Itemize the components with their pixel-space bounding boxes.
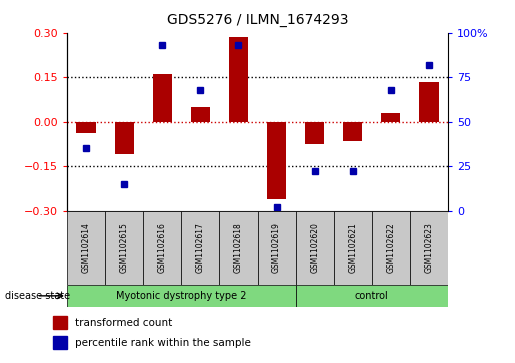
- Text: GSM1102614: GSM1102614: [81, 222, 91, 273]
- Bar: [67, 211, 105, 285]
- Bar: [114, 122, 134, 154]
- Text: GSM1102618: GSM1102618: [234, 223, 243, 273]
- Bar: [219, 211, 258, 285]
- Bar: [419, 82, 439, 122]
- Text: GSM1102616: GSM1102616: [158, 222, 167, 273]
- Text: Myotonic dystrophy type 2: Myotonic dystrophy type 2: [116, 291, 247, 301]
- Bar: [181, 211, 219, 285]
- Bar: [229, 37, 248, 122]
- Text: GSM1102621: GSM1102621: [348, 223, 357, 273]
- Text: GSM1102623: GSM1102623: [424, 222, 434, 273]
- Bar: [382, 113, 401, 122]
- Bar: [372, 211, 410, 285]
- Bar: [191, 107, 210, 122]
- Bar: [143, 211, 181, 285]
- Title: GDS5276 / ILMN_1674293: GDS5276 / ILMN_1674293: [167, 13, 348, 28]
- Bar: [296, 285, 448, 307]
- Bar: [410, 211, 448, 285]
- Bar: [296, 211, 334, 285]
- Text: percentile rank within the sample: percentile rank within the sample: [75, 338, 251, 347]
- Bar: [334, 211, 372, 285]
- Text: GSM1102617: GSM1102617: [196, 222, 205, 273]
- Bar: [267, 122, 286, 199]
- Text: transformed count: transformed count: [75, 318, 172, 327]
- Text: GSM1102622: GSM1102622: [386, 223, 396, 273]
- Bar: [54, 316, 67, 329]
- Text: GSM1102620: GSM1102620: [310, 222, 319, 273]
- Bar: [105, 211, 143, 285]
- Bar: [76, 122, 96, 134]
- Bar: [258, 211, 296, 285]
- Bar: [305, 122, 324, 144]
- Bar: [54, 336, 67, 349]
- Text: control: control: [355, 291, 389, 301]
- Bar: [67, 285, 296, 307]
- Text: GSM1102615: GSM1102615: [119, 222, 129, 273]
- Bar: [153, 74, 172, 122]
- Text: GSM1102619: GSM1102619: [272, 222, 281, 273]
- Text: disease state: disease state: [5, 291, 70, 301]
- Bar: [344, 122, 363, 141]
